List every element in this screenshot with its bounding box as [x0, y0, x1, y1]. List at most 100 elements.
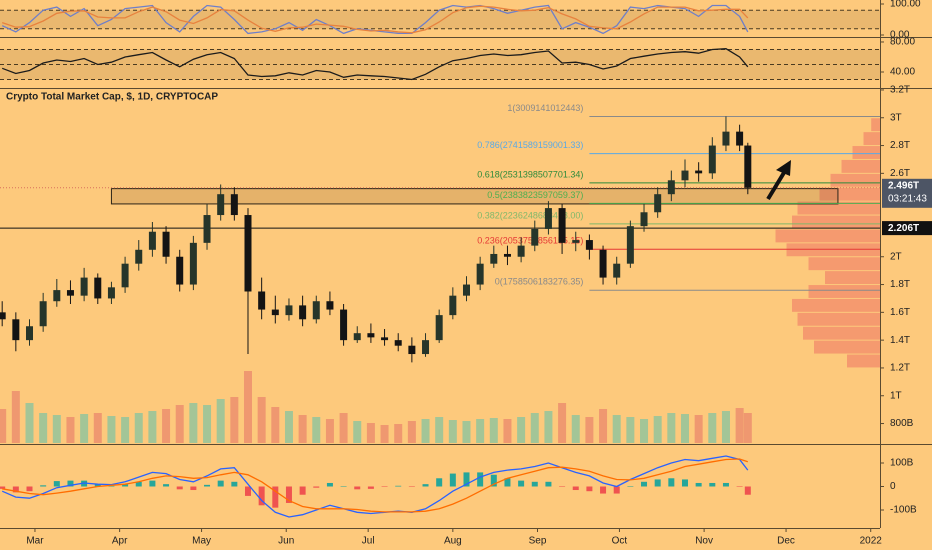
candle-body	[422, 340, 430, 355]
histogram-bar	[408, 486, 415, 487]
candle-body	[517, 245, 525, 257]
candle-body	[121, 263, 129, 288]
volume-bar	[708, 413, 717, 443]
histogram-bar	[668, 478, 675, 487]
arrow-head	[776, 160, 791, 176]
candle-body	[271, 309, 279, 316]
countdown-label: 03:21:43	[888, 193, 927, 204]
volume-profile-bar	[819, 187, 880, 201]
y-tick-label: 1.2T	[890, 363, 910, 374]
histogram-bar	[94, 484, 101, 487]
y-tick-label: 100.00	[890, 0, 921, 10]
candle-body	[189, 242, 197, 285]
histogram-bar	[695, 482, 702, 487]
volume-bar	[558, 403, 567, 443]
volume-bar	[107, 416, 116, 443]
histogram-bar	[422, 484, 429, 487]
candle-body	[381, 337, 389, 341]
y-tick-label: 0	[890, 481, 896, 492]
histogram-bar	[204, 484, 211, 487]
band	[0, 10, 880, 29]
volume-bar	[39, 413, 48, 443]
y-tick-label: 100B	[890, 458, 914, 469]
series-line	[2, 458, 749, 513]
y-tick-label: 1.6T	[890, 307, 910, 318]
volume-bar	[380, 425, 389, 443]
volume-bar	[366, 423, 375, 443]
candle-body	[681, 170, 689, 181]
y-tick-label: 3T	[890, 112, 902, 123]
volume-bar	[721, 411, 730, 443]
y-tick-label: 1.8T	[890, 279, 910, 290]
volume-profile-bar	[775, 229, 880, 243]
volume-bar	[312, 417, 321, 443]
volume-bar	[66, 417, 75, 443]
histogram-bar	[600, 486, 607, 494]
volume-bar	[0, 409, 7, 443]
candle-body	[695, 170, 703, 174]
candle-body	[626, 226, 634, 264]
histogram-bar	[340, 486, 347, 487]
y-tick-label: 2.6T	[890, 168, 910, 179]
candle-body	[176, 256, 184, 285]
candle-body	[572, 240, 580, 243]
x-tick-label: Jul	[362, 536, 375, 547]
histogram-bar	[586, 486, 593, 492]
histogram-bar	[244, 486, 251, 496]
volume-bar	[298, 415, 307, 443]
histogram-bar	[449, 473, 456, 487]
x-tick-label: Sep	[529, 536, 547, 547]
histogram-bar	[477, 472, 484, 487]
histogram-bar	[272, 486, 279, 508]
histogram-bar	[326, 482, 333, 487]
volume-profile-bar	[863, 132, 880, 146]
volume-bar	[134, 413, 143, 443]
candle-body	[39, 301, 47, 327]
histogram-bar	[395, 485, 402, 487]
fib-label: 0.382(2236248688418.00)	[477, 210, 583, 220]
volume-bar	[216, 399, 225, 443]
fib-label: 1(3009141012443)	[507, 103, 583, 113]
fib-label: 0.236(2053751856155.15)	[477, 236, 583, 246]
y-tick-label: 3.2T	[890, 85, 910, 96]
histogram-bar	[163, 484, 170, 487]
candle-body	[585, 240, 593, 250]
y-tick-label: 2.8T	[890, 140, 910, 151]
volume-profile-bar	[841, 159, 880, 173]
series-line	[1, 48, 749, 81]
candle-body	[312, 301, 320, 320]
candle-body	[66, 290, 74, 296]
candle-body	[244, 215, 252, 292]
volume-bar	[325, 419, 334, 443]
histogram-bar	[654, 479, 661, 487]
histogram-bar	[681, 479, 688, 487]
volume-bar	[93, 413, 102, 443]
volume-profile-bar	[792, 215, 880, 229]
fib-label: 0.786(2741589159001.33)	[477, 140, 583, 150]
volume-profile-bar	[808, 285, 880, 298]
candle-body	[462, 284, 470, 296]
candle-body	[135, 249, 143, 264]
histogram-bar	[285, 486, 292, 503]
histogram-bar	[313, 486, 320, 488]
volume-bar	[11, 391, 20, 443]
histogram-bar	[627, 486, 634, 487]
volume-bar	[448, 420, 457, 443]
chart-title: Crypto Total Market Cap, $, 1D, CRYPTOCA…	[6, 92, 218, 103]
histogram-bar	[53, 481, 60, 487]
volume-bar	[680, 414, 689, 443]
histogram-bar	[176, 486, 183, 490]
candle-body	[408, 345, 416, 355]
candle-body	[708, 145, 716, 174]
histogram-bar	[722, 482, 729, 487]
histogram-bar	[40, 485, 47, 487]
histogram-bar	[26, 486, 33, 492]
x-tick-label: Jun	[278, 536, 294, 547]
candle-body	[94, 277, 102, 299]
candle-body	[25, 326, 33, 341]
volume-profile-bar	[847, 354, 880, 368]
volume-bar	[517, 417, 526, 443]
volume-bar	[640, 419, 649, 443]
volume-bar	[743, 413, 752, 443]
